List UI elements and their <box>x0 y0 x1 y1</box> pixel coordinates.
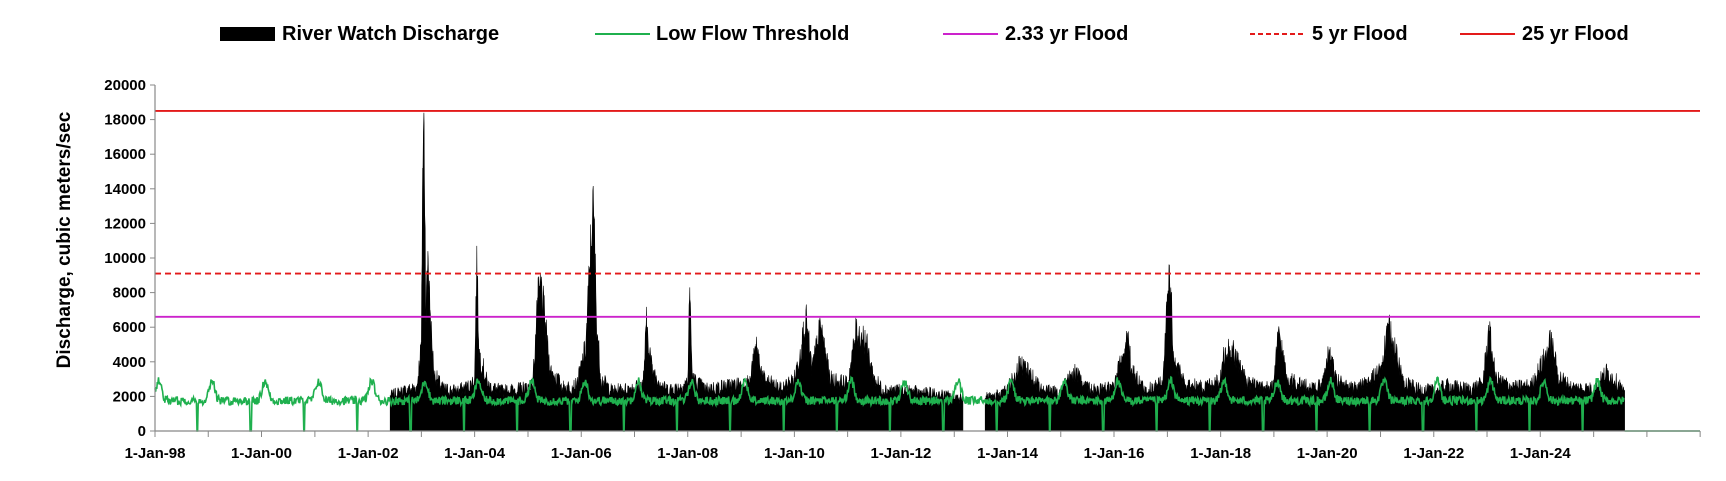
y-tick-label: 0 <box>138 423 146 440</box>
legend-label-2-33-yr-flood: 2.33 yr Flood <box>1005 23 1128 45</box>
legend-label-discharge: River Watch Discharge <box>282 23 499 45</box>
discharge-area-segment <box>389 112 964 432</box>
x-tick-label: 1-Jan-00 <box>231 445 292 462</box>
x-tick-label: 1-Jan-04 <box>444 445 506 462</box>
y-tick-label: 14000 <box>104 181 146 198</box>
y-tick-label: 8000 <box>113 285 146 302</box>
x-tick-label: 1-Jan-12 <box>870 445 931 462</box>
y-tick-label: 18000 <box>104 112 146 129</box>
axes: 0 2000 4000 6000 8000 10000 12000 14000 16000 180… <box>104 77 1701 462</box>
y-tick-label: 16000 <box>104 146 146 163</box>
x-tick-label: 1-Jan-22 <box>1403 445 1464 462</box>
x-tick-label: 1-Jan-10 <box>764 445 825 462</box>
x-tick-label: 1-Jan-16 <box>1084 445 1145 462</box>
y-tick-label: 20000 <box>104 77 146 94</box>
x-tick-label: 1-Jan-02 <box>338 445 399 462</box>
x-tick-label: 1-Jan-18 <box>1190 445 1251 462</box>
y-tick-label: 10000 <box>104 250 146 267</box>
x-tick-label: 1-Jan-06 <box>551 445 612 462</box>
legend-label-5-yr-flood: 5 yr Flood <box>1312 23 1408 45</box>
legend-label-25-yr-flood: 25 yr Flood <box>1522 23 1629 45</box>
y-axis-title: Discharge, cubic meters/sec <box>54 111 75 368</box>
legend: River Watch Discharge Low Flow Threshold… <box>220 23 1629 45</box>
x-tick-label: 1-Jan-24 <box>1510 445 1572 462</box>
x-tick-label: 1-Jan-08 <box>657 445 718 462</box>
x-tick-label: 1-Jan-20 <box>1297 445 1358 462</box>
legend-swatch-discharge <box>220 27 275 41</box>
legend-label-low-flow: Low Flow Threshold <box>656 23 849 45</box>
y-tick-label: 4000 <box>113 354 146 371</box>
x-tick-label: 1-Jan-14 <box>977 445 1039 462</box>
x-tick-label: 1-Jan-98 <box>125 445 186 462</box>
plot-area <box>154 110 1700 432</box>
y-tick-label: 2000 <box>113 388 146 405</box>
y-tick-label: 12000 <box>104 215 146 232</box>
y-tick-label: 6000 <box>113 319 146 336</box>
